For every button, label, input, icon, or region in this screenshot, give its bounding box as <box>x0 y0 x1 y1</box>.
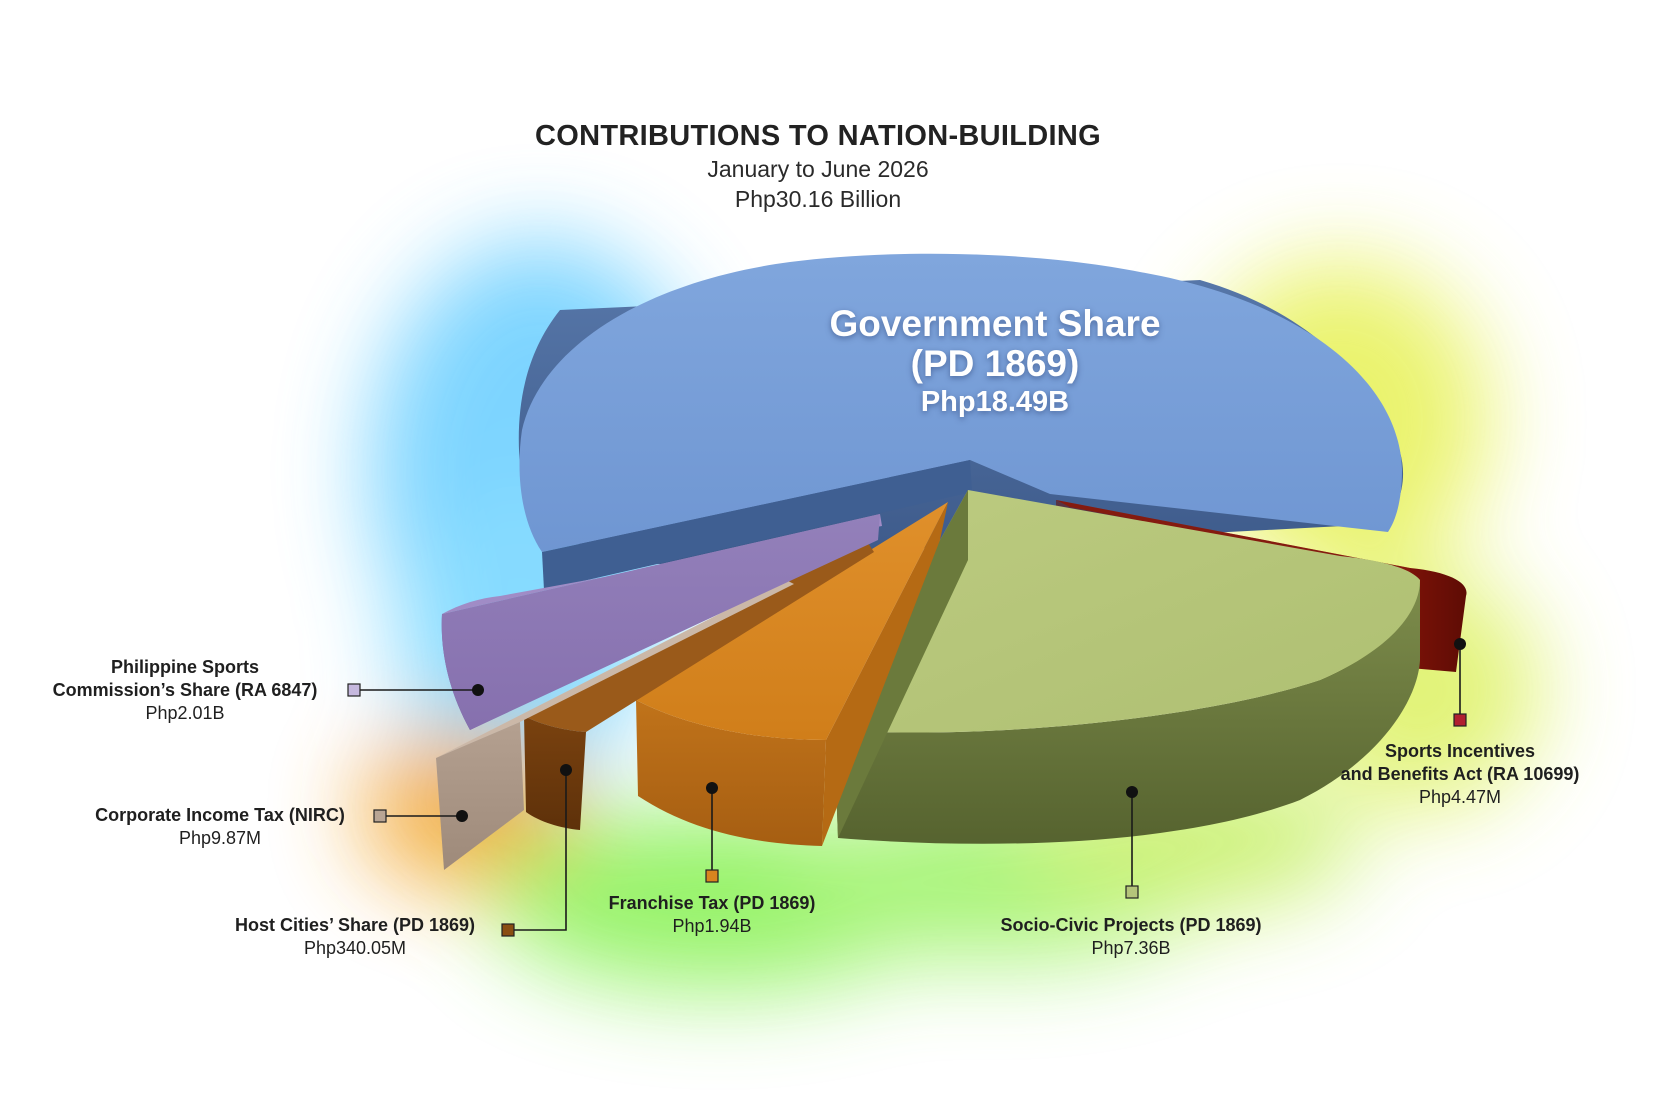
slice-host-cities <box>524 540 874 830</box>
slice-corporate-income-tax-top <box>436 580 794 758</box>
leader-host-cities <box>512 770 567 931</box>
slice-corporate-income-tax <box>436 580 794 870</box>
slice-socio-civic-top <box>834 490 1420 733</box>
callout-franchise-tax-name: Franchise Tax (PD 1869) <box>608 893 816 913</box>
swatch-corporate <box>373 809 387 823</box>
callout-host-cities: Host Cities’ Share (PD 1869) Php340.05M <box>210 914 500 960</box>
dot-socio-civic <box>1126 786 1138 798</box>
callout-sports-incentives: Sports Incentives and Benefits Act (RA 1… <box>1300 740 1620 809</box>
callout-socio-civic-name: Socio-Civic Projects (PD 1869) <box>1000 915 1262 935</box>
callout-psc-share-value: Php2.01B <box>145 703 225 723</box>
callout-sports-incentives-value: Php4.47M <box>1418 787 1502 807</box>
government-share-value: Php18.49B <box>920 386 1070 418</box>
slice-government-share-top <box>519 253 1402 552</box>
slice-host-cities-top <box>524 540 874 732</box>
government-share-name: Government Share (PD 1869) <box>829 303 1161 384</box>
swatch-psc <box>347 683 361 697</box>
callout-host-cities-name: Host Cities’ Share (PD 1869) <box>234 915 476 935</box>
slice-government-share-cut <box>542 460 972 590</box>
swatch-socio-civic <box>1125 885 1139 899</box>
dot-psc <box>472 684 484 696</box>
slice-franchise-tax-cut <box>822 502 948 846</box>
slice-franchise-tax-top <box>636 502 948 740</box>
slice-host-cities-side <box>524 716 586 830</box>
swatch-sports-incentives <box>1453 713 1467 727</box>
slice-socio-civic <box>834 490 1420 844</box>
callout-socio-civic: Socio-Civic Projects (PD 1869) Php7.36B <box>976 914 1286 960</box>
callout-host-cities-value: Php340.05M <box>303 938 407 958</box>
dot-host-cities <box>560 764 572 776</box>
callout-corporate-income-tax: Corporate Income Tax (NIRC) Php9.87M <box>60 804 380 850</box>
swatch-host-cities <box>501 923 515 937</box>
slice-corporate-income-tax-side <box>436 722 524 870</box>
callout-corporate-income-tax-name: Corporate Income Tax (NIRC) <box>95 805 345 825</box>
callout-socio-civic-value: Php7.36B <box>1091 938 1171 958</box>
swatch-franchise <box>705 869 719 883</box>
slice-sports-incentives-side <box>1410 568 1467 672</box>
slice-socio-civic-side <box>834 578 1420 844</box>
slice-socio-civic-cut <box>834 490 968 838</box>
slice-government-share <box>518 253 1404 590</box>
slice-psc-share-face <box>441 514 880 730</box>
callout-sports-incentives-name: Sports Incentives and Benefits Act (RA 1… <box>1340 741 1580 784</box>
dot-sports-incentives <box>1454 638 1466 650</box>
chart-heading: CONTRIBUTIONS TO NATION-BUILDING January … <box>0 118 1666 214</box>
callout-franchise-tax: Franchise Tax (PD 1869) Php1.94B <box>582 892 842 938</box>
chart-subtitle: January to June 2026 <box>707 156 929 182</box>
callout-psc-share: Philippine Sports Commission’s Share (RA… <box>30 656 340 725</box>
callout-corporate-income-tax-value: Php9.87M <box>178 828 262 848</box>
callout-dots <box>456 638 1466 822</box>
dot-franchise <box>706 782 718 794</box>
callout-swatches <box>347 683 1467 937</box>
callout-franchise-tax-value: Php1.94B <box>672 916 752 936</box>
slice-franchise-tax <box>636 502 948 846</box>
government-share-label: Government Share (PD 1869) Php18.49B <box>780 304 1210 420</box>
callout-leaders <box>358 644 1461 931</box>
slice-psc-share <box>441 514 882 730</box>
chart-title: CONTRIBUTIONS TO NATION-BUILDING <box>535 120 1101 152</box>
slice-franchise-tax-side <box>636 700 826 846</box>
chart-total: Php30.16 Billion <box>734 186 902 212</box>
dot-corporate <box>456 810 468 822</box>
callout-psc-share-name: Philippine Sports Commission’s Share (RA… <box>52 657 318 700</box>
